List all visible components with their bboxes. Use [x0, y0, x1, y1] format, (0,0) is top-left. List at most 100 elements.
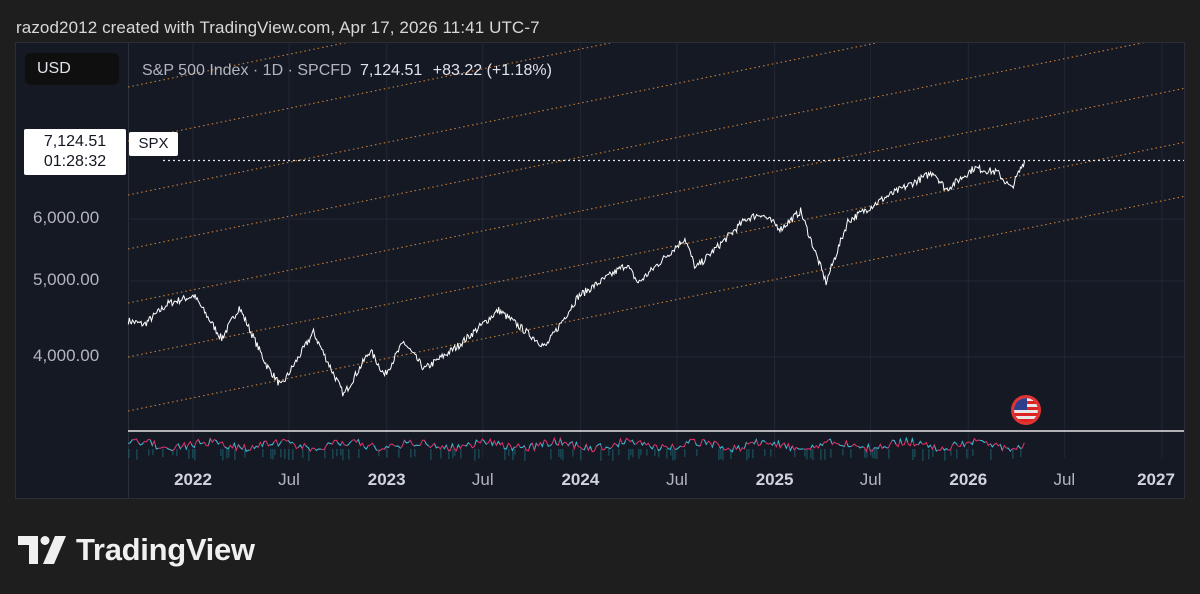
legend-price: 7,124.51 [360, 62, 423, 79]
grid [128, 43, 1184, 458]
indicator-pane [128, 436, 1025, 461]
indicator-bar [720, 449, 722, 460]
indicator-bar [794, 449, 796, 457]
indicator-bar [270, 449, 272, 460]
indicator-bar [398, 449, 400, 458]
chart-credit: razod2012 created with TradingView.com, … [16, 18, 540, 37]
indicator-bar [972, 449, 974, 457]
indicator-bar [308, 449, 310, 461]
time-tick-label: 2022 [174, 470, 212, 489]
indicator-bar [696, 449, 698, 457]
indicator-bar [222, 449, 224, 461]
bar-countdown: 01:28:32 [43, 153, 107, 170]
price-chart[interactable] [16, 43, 1185, 499]
currency-button[interactable]: USD [25, 53, 119, 85]
indicator-bar [618, 449, 620, 456]
time-tick-label: Jul [859, 470, 882, 489]
indicator-bar [608, 449, 610, 456]
channel-line [127, 43, 614, 142]
indicator-bar [192, 449, 194, 459]
indicator-bar [162, 449, 164, 458]
indicator-bar [414, 449, 416, 457]
indicator-bar [870, 449, 872, 456]
indicator-bar [628, 449, 630, 460]
legend-change: +83.22 (+1.18%) [432, 62, 552, 79]
indicator-bar [176, 449, 178, 457]
indicator-bar [674, 449, 676, 461]
channel-line [127, 141, 1184, 358]
indicator-bar [172, 449, 174, 456]
indicator-bar [272, 449, 274, 460]
indicator-bar [448, 449, 450, 460]
indicator-bar [514, 449, 516, 456]
tradingview-logo-icon [18, 536, 66, 564]
indicator-bar [228, 449, 230, 458]
indicator-bar [410, 449, 412, 458]
indicator-bar [850, 449, 852, 458]
channel-line [127, 87, 1184, 304]
price-axis[interactable] [16, 43, 129, 498]
indicator-bar [288, 449, 290, 461]
indicator-bar [340, 449, 342, 456]
indicator-bar [804, 449, 806, 457]
indicator-bar [944, 449, 946, 461]
symbol-tag: SPX [129, 132, 178, 156]
indicator-bar [722, 449, 724, 461]
indicator-bar [194, 449, 196, 461]
indicator-bar [244, 449, 246, 458]
indicator-bar [842, 449, 844, 456]
price-series-line [127, 160, 1026, 397]
indicator-bar [348, 449, 350, 460]
last-price-value: 7,124.51 [43, 133, 107, 150]
price-tick-label: 4,000.00 [33, 346, 100, 365]
indicator-bar [1020, 449, 1022, 457]
indicator-bar [820, 449, 822, 460]
time-tick-label: Jul [1053, 470, 1076, 489]
channel-line [127, 195, 1184, 412]
indicator-bar [358, 449, 360, 459]
time-tick-label: 2025 [755, 470, 794, 489]
indicator-bar [600, 449, 602, 461]
indicator-bar [928, 449, 930, 460]
time-tick-label: 2023 [367, 470, 406, 489]
indicator-bar [1012, 449, 1014, 459]
indicator-bar [810, 449, 812, 459]
indicator-bar [866, 449, 868, 458]
indicator-bar [284, 449, 286, 459]
indicator-bar [226, 449, 228, 459]
indicator-bar [956, 449, 958, 459]
indicator-bar [912, 449, 914, 461]
time-tick-label: 2024 [561, 470, 600, 489]
indicator-bar [646, 449, 648, 456]
tradingview-logo: TradingView [18, 532, 255, 568]
indicator-bar [188, 449, 190, 459]
indicator-bar [812, 449, 814, 461]
indicator-bar [460, 449, 462, 459]
indicator-line-cyan [128, 436, 1025, 453]
time-tick-label: Jul [666, 470, 688, 489]
indicator-bar [654, 449, 656, 457]
indicator-bar [630, 449, 632, 456]
indicator-bar [746, 449, 748, 461]
indicator-bar [764, 449, 766, 457]
indicator-bar [332, 449, 334, 459]
symbol-name: S&P 500 Index · 1D · SPCFD [142, 62, 352, 79]
indicator-bar [440, 449, 442, 459]
indicator-bar [220, 449, 222, 457]
us-flag-event-icon[interactable] [1011, 395, 1041, 425]
indicator-bar [512, 449, 514, 461]
indicator-bar [508, 449, 510, 456]
indicator-bar [876, 449, 878, 460]
chart-panel[interactable]: USD S&P 500 Index · 1D · SPCFD 7,124.51 … [15, 42, 1185, 499]
indicator-bar [670, 449, 672, 456]
indicator-bar [386, 449, 388, 458]
symbol-legend[interactable]: S&P 500 Index · 1D · SPCFD 7,124.51 +83.… [142, 62, 552, 80]
price-tick-label: 5,000.00 [33, 270, 100, 290]
indicator-bar [748, 449, 750, 458]
time-tick-label: 2026 [949, 470, 988, 489]
indicator-bar [888, 449, 890, 459]
indicator-bar [666, 449, 668, 459]
indicator-bar [580, 449, 582, 461]
indicator-bar [770, 449, 772, 457]
indicator-bar [558, 449, 560, 457]
